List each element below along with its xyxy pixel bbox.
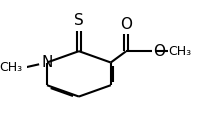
Text: N: N: [41, 55, 53, 70]
Text: CH₃: CH₃: [168, 45, 192, 58]
Text: O: O: [153, 44, 165, 59]
Text: O: O: [120, 17, 132, 32]
Text: CH₃: CH₃: [0, 61, 22, 74]
Text: S: S: [74, 13, 84, 28]
